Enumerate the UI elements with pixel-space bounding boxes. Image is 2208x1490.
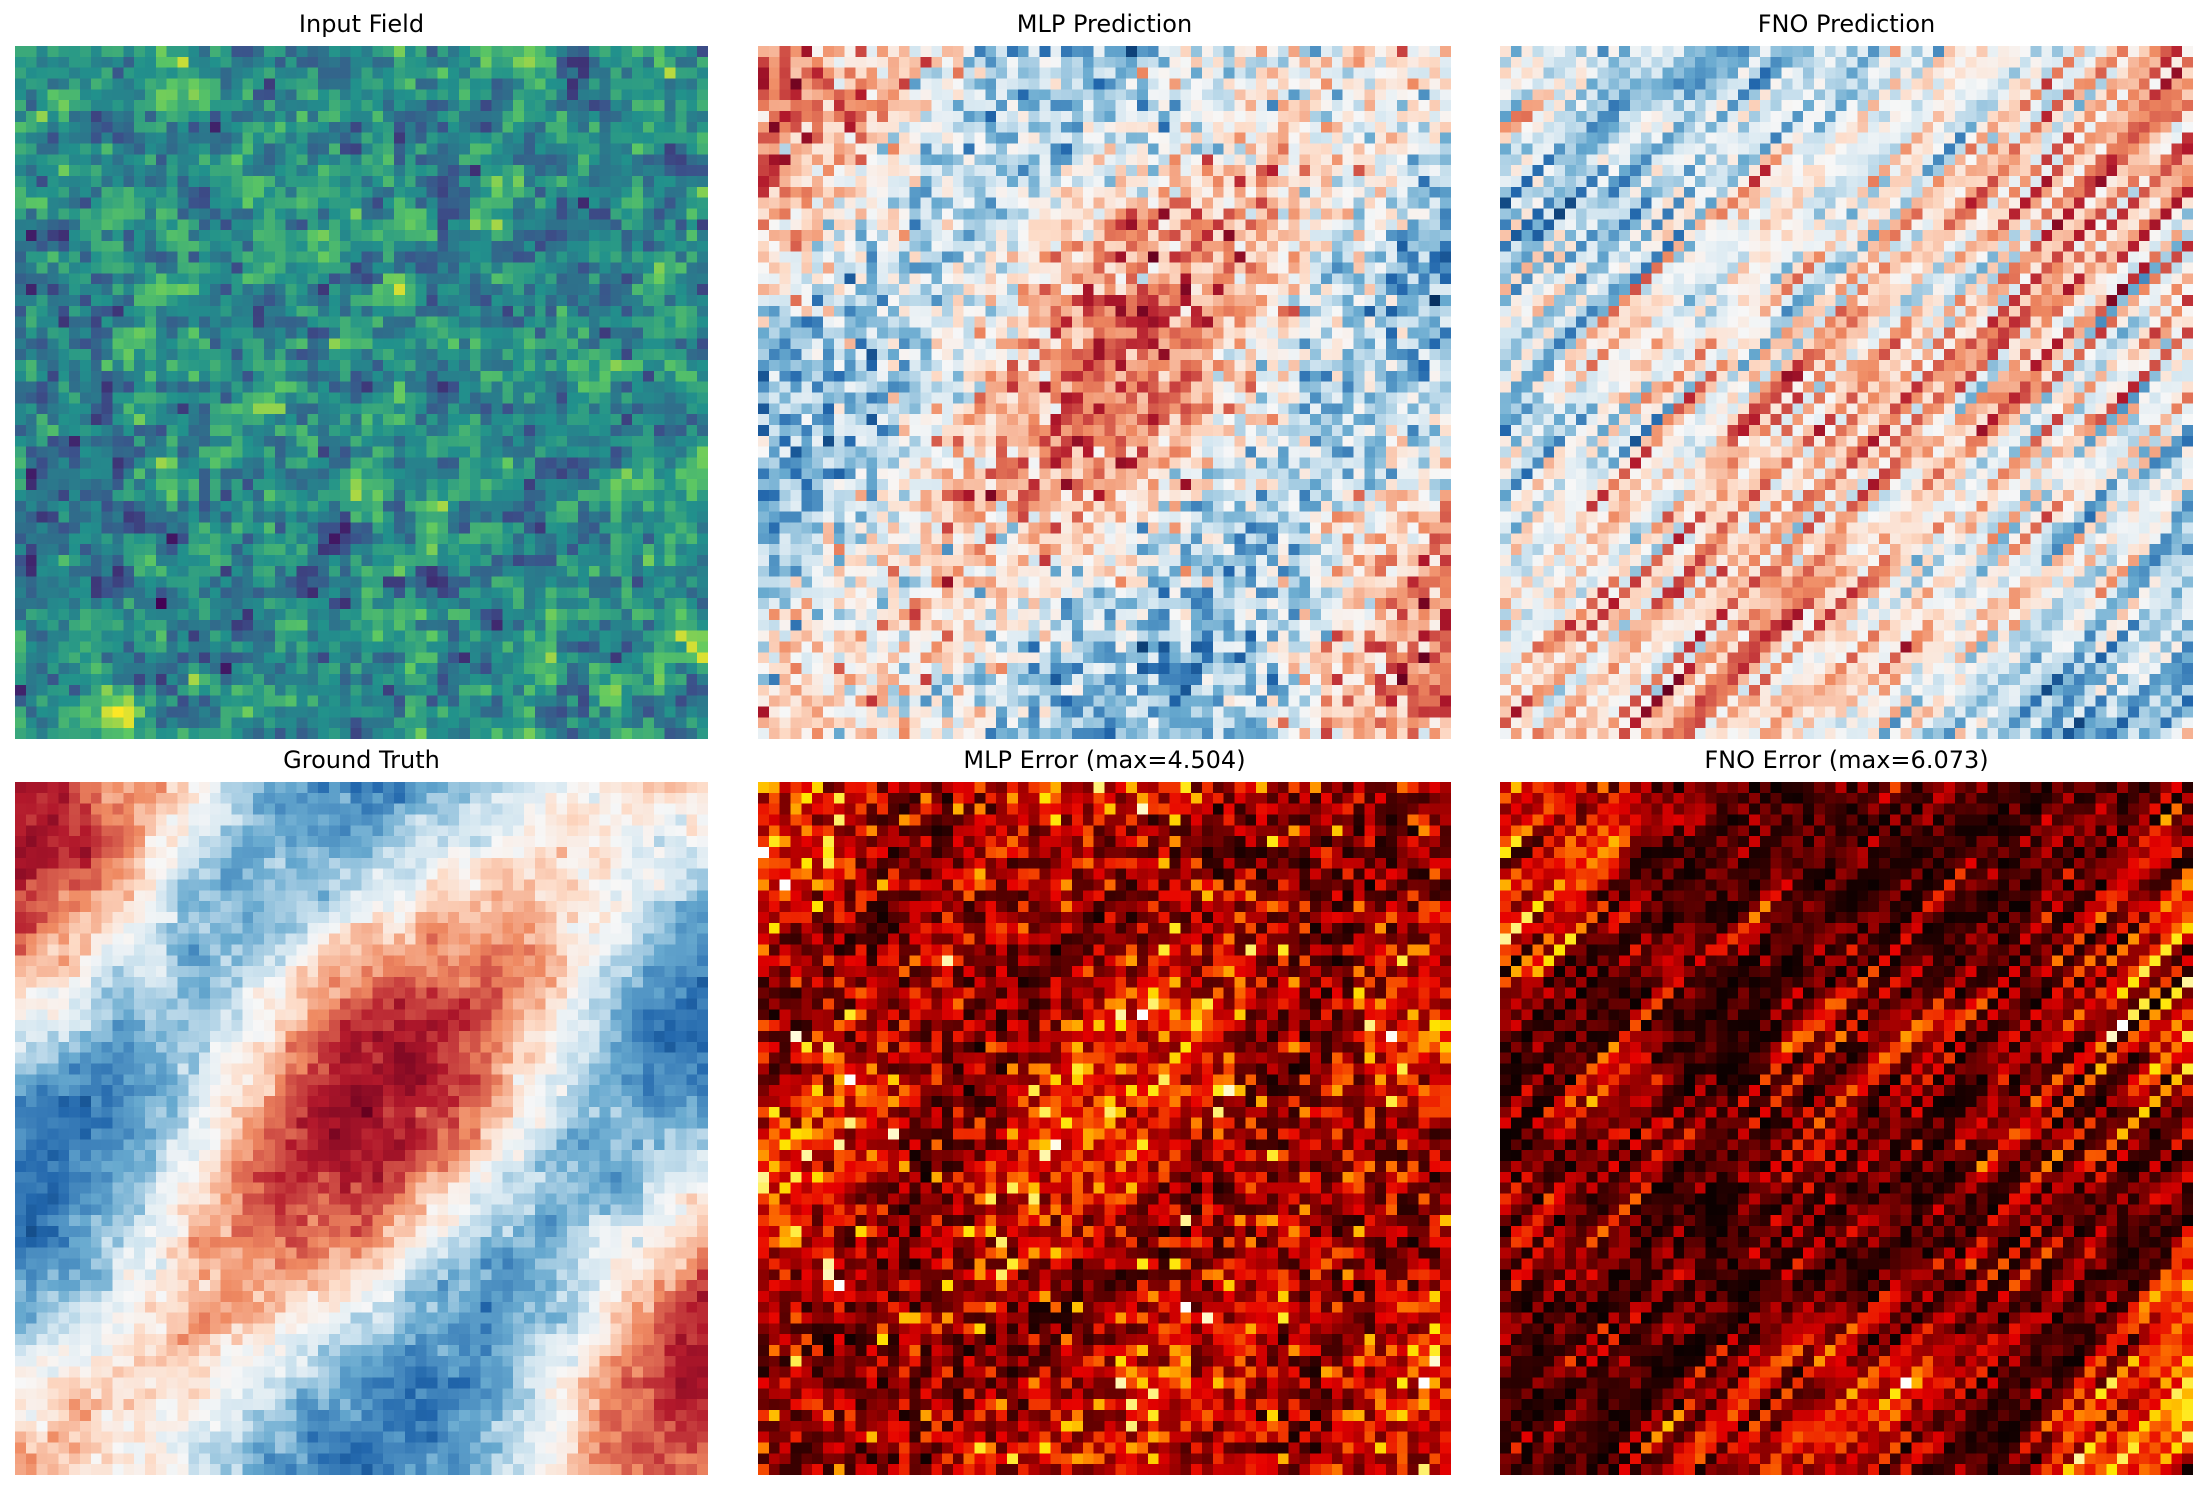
panel-input-field: Input Field xyxy=(15,10,708,739)
panel-title: FNO Prediction xyxy=(1757,10,1936,38)
panel-title: MLP Prediction xyxy=(1016,10,1193,38)
panel-fno-prediction: FNO Prediction xyxy=(1500,10,2193,739)
panel-mlp-prediction: MLP Prediction xyxy=(758,10,1451,739)
panel-ground-truth: Ground Truth xyxy=(15,746,708,1475)
heatmap-ground-truth xyxy=(15,782,708,1475)
heatmap-input-field xyxy=(15,46,708,739)
panel-title: Input Field xyxy=(298,10,425,38)
panel-title: FNO Error (max=6.073) xyxy=(1704,746,1989,774)
panel-title: Ground Truth xyxy=(283,746,440,774)
heatmap-fno-prediction xyxy=(1500,46,2193,739)
panel-fno-error: FNO Error (max=6.073) xyxy=(1500,746,2193,1475)
heatmap-fno-error xyxy=(1500,782,2193,1475)
heatmap-mlp-prediction xyxy=(758,46,1451,739)
panel-mlp-error: MLP Error (max=4.504) xyxy=(758,746,1451,1475)
heatmap-mlp-error xyxy=(758,782,1451,1475)
panel-title: MLP Error (max=4.504) xyxy=(963,746,1246,774)
